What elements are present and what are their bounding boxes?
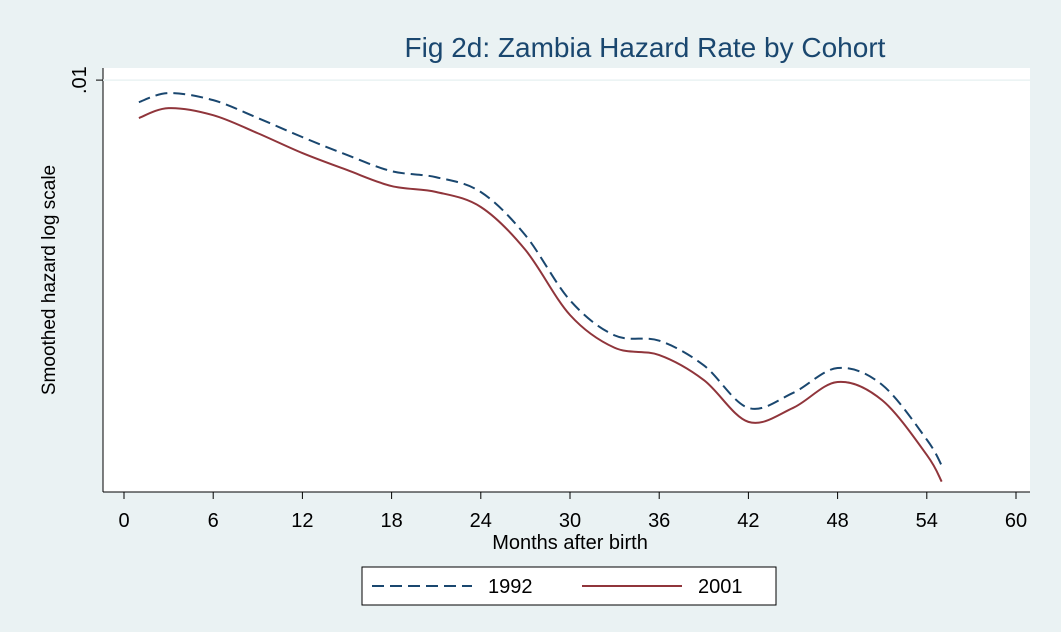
- legend-label: 2001: [698, 576, 743, 598]
- x-tick-label: 0: [118, 510, 129, 532]
- x-tick-label: 42: [737, 510, 759, 532]
- x-tick-label: 60: [1005, 510, 1027, 532]
- legend-label: 1992: [488, 576, 533, 598]
- line-series: [138, 107, 943, 483]
- line-series: [138, 92, 943, 466]
- x-tick-label: 12: [291, 510, 313, 532]
- x-tick-label: 30: [559, 510, 581, 532]
- x-tick-label: 18: [380, 510, 402, 532]
- x-tick-label: 48: [826, 510, 848, 532]
- plot-area: [103, 68, 1030, 492]
- x-tick-label: 54: [916, 510, 938, 532]
- x-tick-label: 36: [648, 510, 670, 532]
- x-axis-title: Months after birth: [492, 532, 648, 554]
- chart-title: Fig 2d: Zambia Hazard Rate by Cohort: [405, 32, 886, 63]
- y-tick-label: .01: [69, 66, 91, 94]
- x-tick-label: 24: [470, 510, 492, 532]
- y-axis-title: Smoothed hazard log scale: [39, 165, 60, 395]
- x-tick-label: 6: [208, 510, 219, 532]
